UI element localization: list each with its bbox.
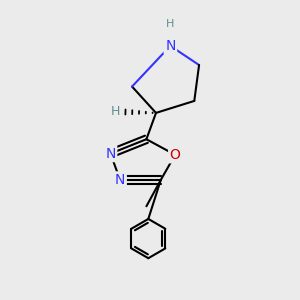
Text: O: O: [170, 148, 181, 162]
Text: H: H: [166, 19, 175, 29]
Text: N: N: [105, 147, 116, 160]
Text: N: N: [165, 39, 176, 53]
Text: N: N: [115, 173, 125, 187]
Text: H: H: [111, 105, 120, 118]
